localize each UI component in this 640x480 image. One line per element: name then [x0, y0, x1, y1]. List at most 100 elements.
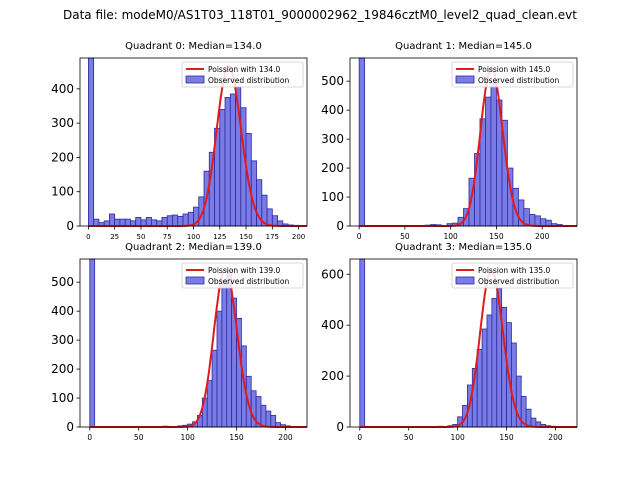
- histogram-bar: [486, 314, 493, 428]
- y-tick-label: 600: [321, 267, 344, 281]
- legend-box: [451, 61, 574, 88]
- histogram-bar: [358, 57, 366, 227]
- legend-box: [181, 262, 304, 289]
- x-tick-label: 50: [134, 433, 144, 442]
- y-tick-label: 0: [336, 420, 344, 434]
- histogram-bar: [89, 258, 96, 428]
- histogram-bar: [211, 349, 218, 428]
- x-tick-label: 100: [444, 232, 459, 241]
- x-tick-label: 200: [292, 233, 305, 241]
- y-tick-label: 400: [51, 304, 74, 318]
- legend-label-poisson: Poission with 145.0: [478, 65, 551, 74]
- histogram-bar: [177, 215, 184, 227]
- histogram-bar: [490, 80, 497, 227]
- y-tick-label: 500: [321, 74, 344, 88]
- y-tick-label: 200: [321, 161, 344, 175]
- histogram-bar: [270, 415, 277, 428]
- y-tick-label: 0: [66, 420, 74, 434]
- histogram-bar: [216, 310, 223, 428]
- x-tick-label: 200: [278, 433, 293, 442]
- histogram-bar: [166, 215, 173, 227]
- y-tick-label: 300: [321, 132, 344, 146]
- x-tick-label: 150: [229, 433, 244, 442]
- histogram-bar: [182, 213, 189, 227]
- histogram-bar: [485, 96, 492, 227]
- chart-panel-0: Quadrant 0: Median=134.0 0 25 50 75 100 125 150…: [51, 41, 308, 241]
- histogram-bar: [135, 217, 142, 227]
- x-tick-label: 150: [489, 232, 504, 241]
- axes-frame: [349, 57, 578, 227]
- x-tick-label: 200: [535, 232, 550, 241]
- x-tick-label: 25: [110, 233, 119, 241]
- panel-title: Quadrant 2: Median=139.0: [125, 242, 262, 253]
- histogram-bar: [539, 218, 547, 227]
- histogram-bar: [271, 215, 278, 227]
- histogram-bar: [93, 218, 100, 227]
- panel-title: Quadrant 3: Median=135.0: [395, 242, 532, 253]
- x-tick-label: 100: [187, 233, 200, 241]
- legend-label-observed: Observed distribution: [208, 76, 289, 85]
- histogram-bar: [226, 270, 233, 428]
- y-tick-label: 200: [51, 362, 74, 376]
- histogram-bar: [221, 280, 228, 428]
- legend-bar-swatch: [185, 75, 205, 84]
- x-tick-label: 0: [86, 233, 90, 241]
- histogram-bar: [109, 213, 116, 227]
- legend-bar-swatch: [455, 75, 475, 84]
- y-tick-label: 400: [321, 103, 344, 117]
- legend-label-observed: Observed distribution: [478, 277, 559, 286]
- x-tick-label: 150: [499, 433, 514, 442]
- legend-label-poisson: Poission with 139.0: [208, 266, 281, 275]
- histogram-bar: [88, 57, 95, 227]
- panel-title: Quadrant 1: Median=145.0: [395, 41, 532, 52]
- histogram-bar: [265, 410, 272, 428]
- poisson-curve: [88, 65, 307, 227]
- histogram-bar: [359, 258, 366, 428]
- axes-frame: [349, 258, 578, 428]
- figure-title: Data file: modeM0/AS1T03_118T01_90000029…: [63, 8, 577, 22]
- histogram-bar: [260, 404, 267, 428]
- histogram-bar: [124, 218, 131, 227]
- poisson-curve: [89, 268, 307, 428]
- histogram-bar: [511, 342, 517, 428]
- x-tick-label: 150: [239, 233, 252, 241]
- histogram-bar: [145, 217, 152, 227]
- x-tick-label: 0: [87, 433, 92, 442]
- axes-frame: [79, 258, 308, 428]
- y-tick-label: 200: [321, 369, 344, 383]
- histogram-bar: [229, 93, 236, 227]
- chart-panel-3: Quadrant 3: Median=135.0 0 50 100 150 200 0 200…: [321, 242, 578, 442]
- legend-label-observed: Observed distribution: [478, 76, 559, 85]
- legend-label-poisson: Poission with 134.0: [208, 65, 281, 74]
- y-tick-label: 0: [336, 219, 344, 233]
- y-tick-label: 500: [51, 275, 74, 289]
- histogram-bar: [119, 218, 126, 227]
- panel-title: Quadrant 0: Median=134.0: [125, 41, 262, 52]
- y-tick-label: 0: [66, 219, 74, 233]
- histogram-bar: [529, 214, 536, 227]
- histogram-bar: [219, 109, 226, 227]
- y-tick-label: 100: [51, 185, 74, 199]
- x-tick-label: 50: [400, 232, 410, 241]
- y-tick-label: 400: [321, 318, 344, 332]
- x-tick-label: 75: [163, 233, 172, 241]
- histogram-bar: [481, 328, 488, 428]
- legend-label-poisson: Poission with 135.0: [478, 266, 551, 275]
- y-tick-label: 400: [51, 82, 74, 96]
- x-tick-label: 100: [180, 433, 195, 442]
- y-tick-label: 300: [51, 333, 74, 347]
- histogram-bar: [534, 215, 541, 227]
- x-tick-label: 0: [357, 232, 362, 241]
- x-tick-label: 0: [357, 433, 362, 442]
- histogram-bar: [172, 214, 179, 227]
- poisson-curve: [359, 67, 577, 227]
- y-tick-label: 300: [51, 116, 74, 130]
- y-tick-label: 100: [51, 391, 74, 405]
- x-tick-label: 125: [213, 233, 226, 241]
- x-tick-label: 100: [450, 433, 465, 442]
- histogram-bar: [161, 217, 168, 227]
- histogram-bar: [250, 160, 257, 227]
- y-tick-label: 100: [321, 190, 344, 204]
- histogram-bar: [206, 380, 213, 428]
